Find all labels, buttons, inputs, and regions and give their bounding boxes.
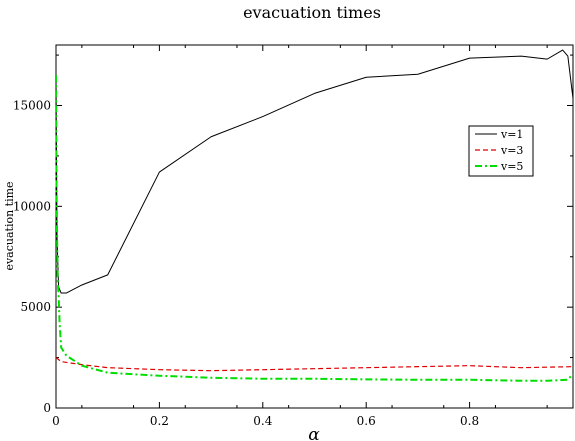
y-tick-label: 5000 [20,300,51,314]
legend: v=1 v=3 v=5 [468,125,534,177]
y-tick-label: 15000 [13,99,51,113]
series-line-2 [55,357,574,372]
series-line-1 [55,49,574,294]
x-tick-label: 0.2 [150,414,169,428]
y-tick-label: 0 [43,401,51,415]
x-tick-label: 0.6 [357,414,376,428]
x-tick-label: 0 [52,414,60,428]
y-axis-label: evacuation time [3,181,16,270]
series-line-3 [55,75,574,382]
series-lines [55,49,574,382]
chart-title: evacuation times [243,3,381,22]
x-tick-label: 0.8 [460,414,479,428]
x-axis-label: α [308,425,320,441]
axis-ticks: 0 0.2 0.4 0.6 0.8 0 5000 10000 15000 [13,45,573,428]
y-tick-label: 10000 [13,199,51,213]
legend-label-v3: v=3 [500,144,523,157]
legend-label-v5: v=5 [500,160,523,173]
x-tick-label: 0.4 [253,414,272,428]
plot-frame [55,44,574,409]
legend-label-v1: v=1 [500,128,523,141]
